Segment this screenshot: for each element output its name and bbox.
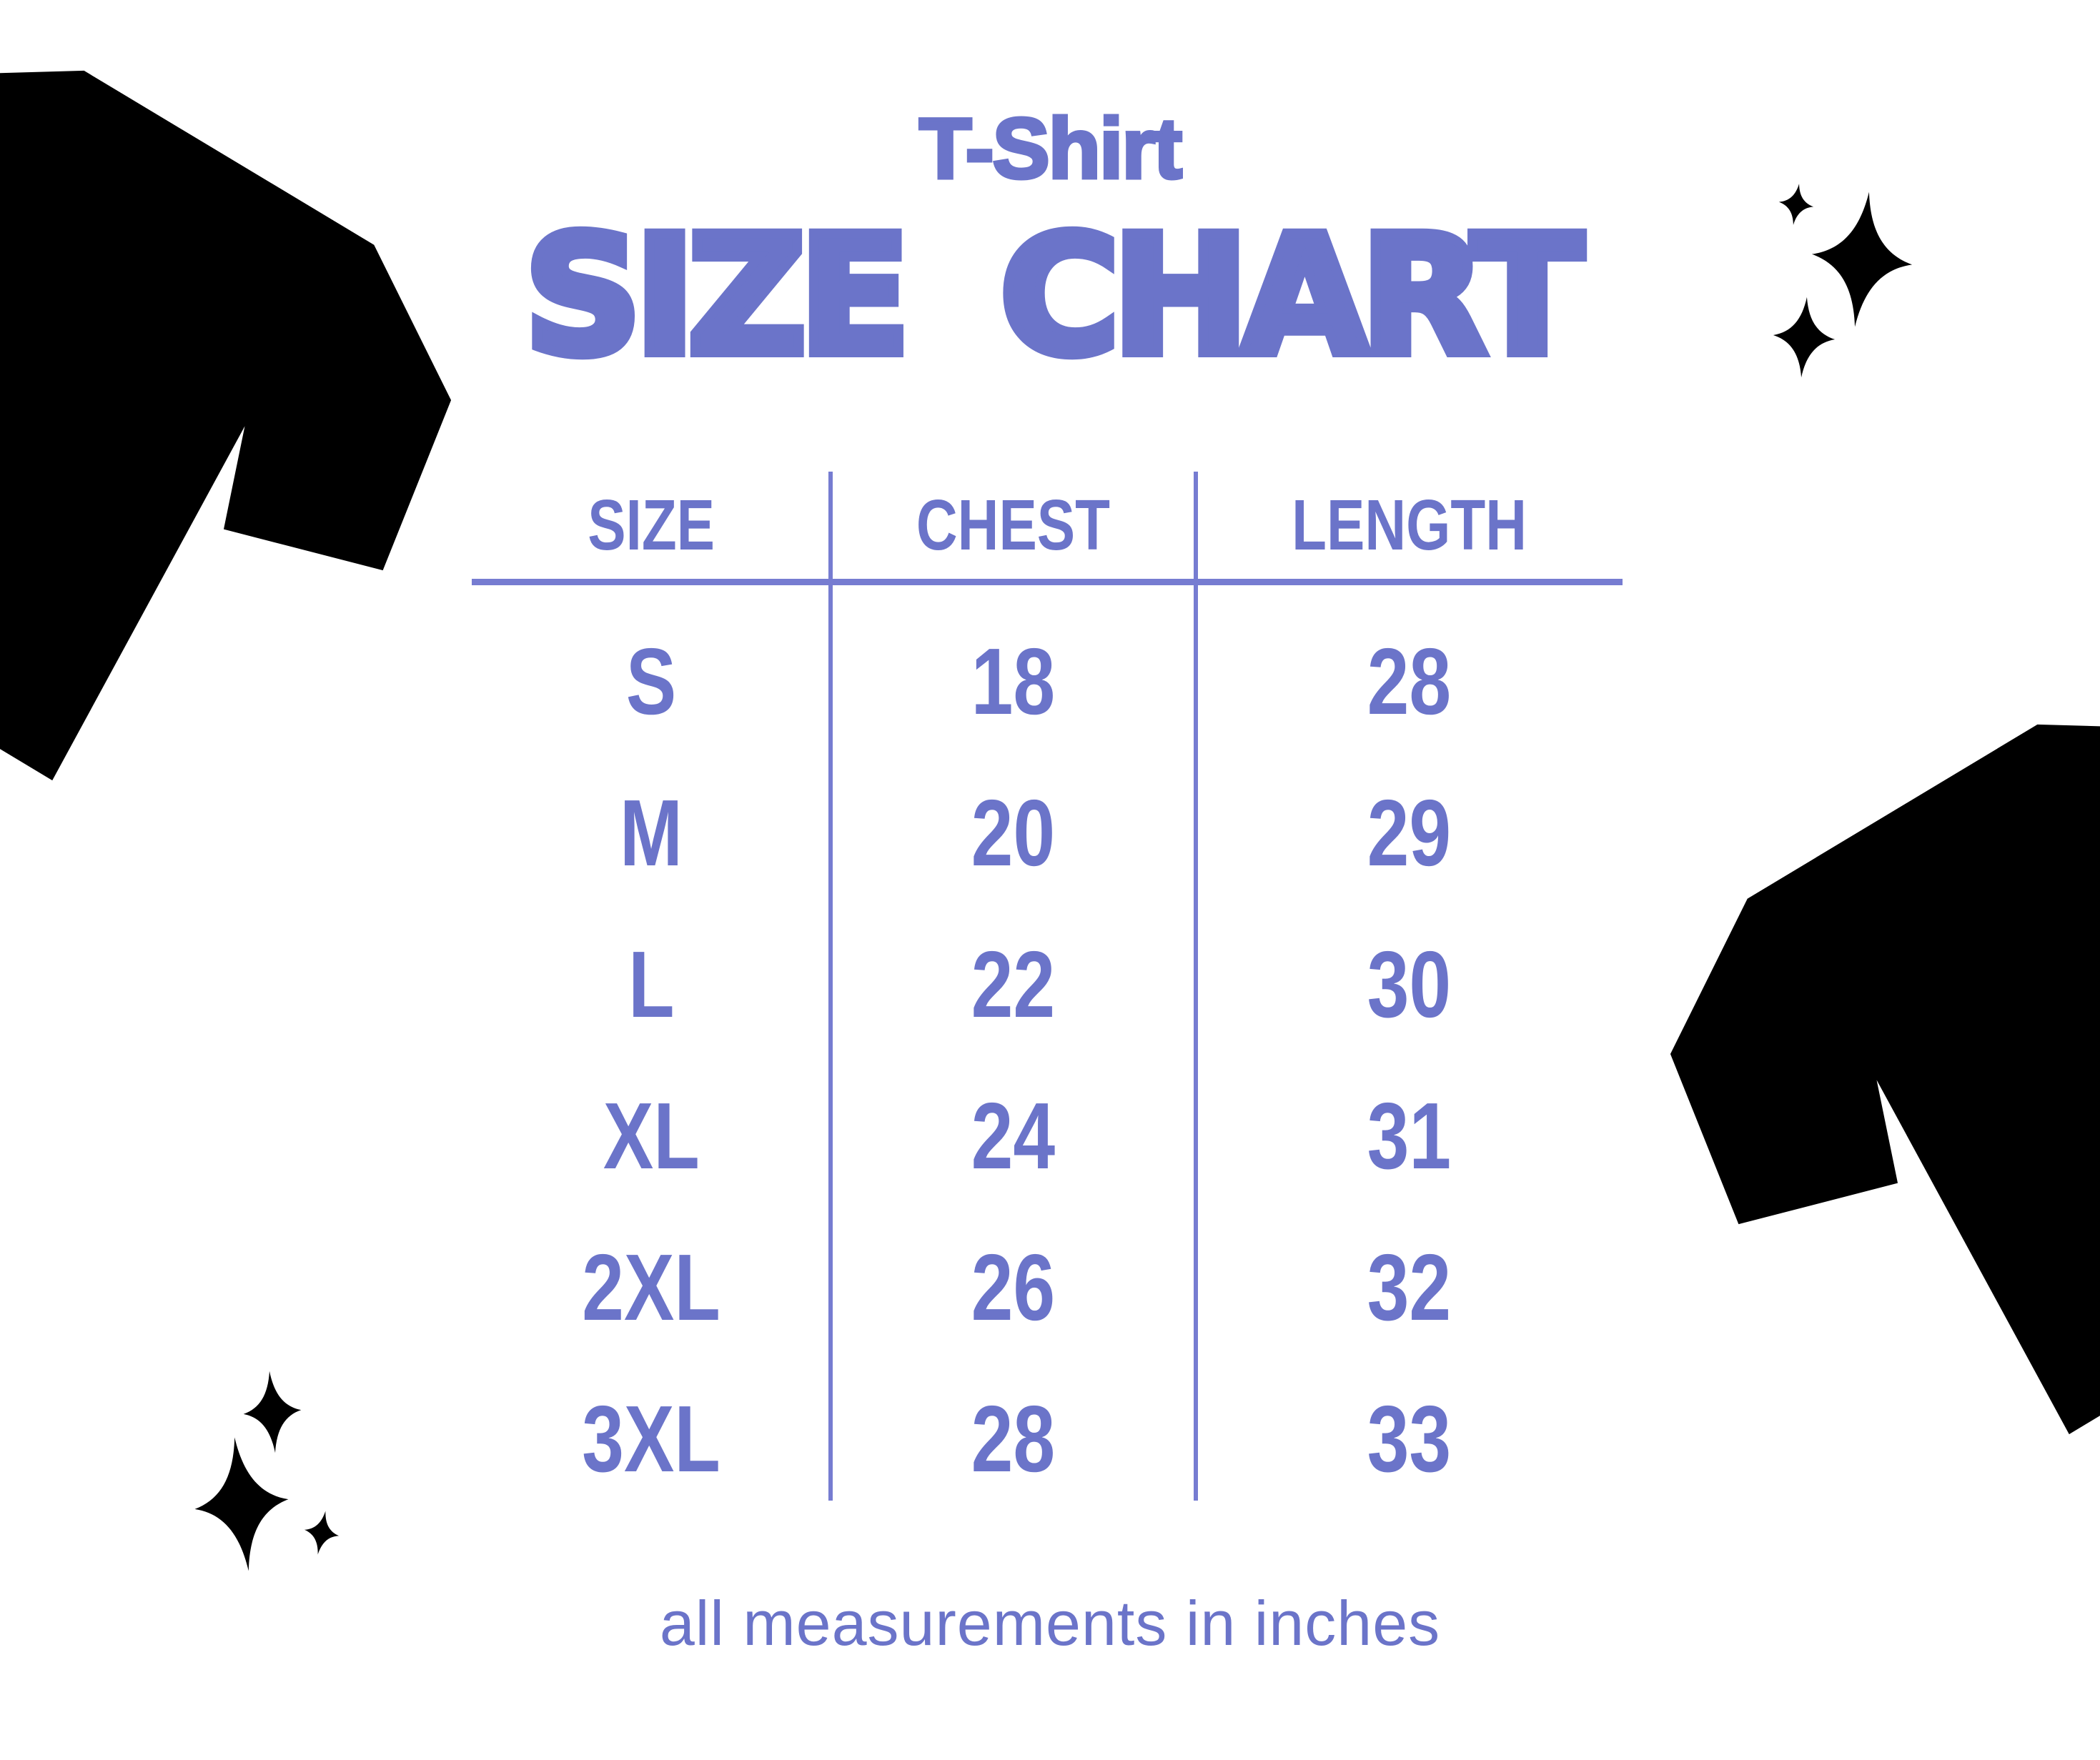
cell-length: 31 xyxy=(1367,1083,1452,1188)
table-row: 3XL 28 33 xyxy=(472,1363,1623,1515)
column-header-chest: CHEST xyxy=(916,485,1111,565)
cell-length: 32 xyxy=(1367,1235,1452,1340)
cell-size: S xyxy=(625,629,677,734)
cell-chest: 26 xyxy=(971,1235,1056,1340)
table-row: S 18 28 xyxy=(472,606,1623,757)
header-divider-line xyxy=(472,579,1623,585)
measurements-note: all measurements in inches xyxy=(659,1588,1441,1659)
table-row: M 20 29 xyxy=(472,757,1623,909)
cell-length: 29 xyxy=(1367,780,1452,885)
table-row: L 22 30 xyxy=(472,909,1623,1060)
table-body: S 18 28 M 20 29 L 22 30 XL 24 31 2XL 26 xyxy=(472,606,1623,1515)
cell-size: 3XL xyxy=(582,1386,720,1491)
sparkle-icon xyxy=(187,1432,296,1576)
poster-title: SIZE CHART xyxy=(520,201,1588,391)
cell-length: 33 xyxy=(1367,1386,1452,1491)
cell-length: 28 xyxy=(1367,629,1452,734)
tshirt-outline-icon xyxy=(1597,634,2100,1525)
cell-chest: 20 xyxy=(971,780,1056,885)
size-table: SIZE CHEST LENGTH S 18 28 M 20 29 L 22 3… xyxy=(472,472,1623,1501)
table-row: 2XL 26 32 xyxy=(472,1212,1623,1363)
column-header-size: SIZE xyxy=(588,485,715,565)
cell-chest: 22 xyxy=(971,932,1056,1037)
cell-chest: 18 xyxy=(971,629,1056,734)
cell-length: 30 xyxy=(1367,932,1452,1037)
column-header-length: LENGTH xyxy=(1292,485,1527,565)
cell-size: 2XL xyxy=(582,1235,720,1340)
cell-size: M xyxy=(620,780,683,885)
cell-chest: 24 xyxy=(971,1083,1056,1188)
table-header-row: SIZE CHEST LENGTH xyxy=(472,472,1623,579)
table-row: XL 24 31 xyxy=(472,1060,1623,1212)
column-divider-line xyxy=(828,472,833,1501)
poster-subtitle: T-Shirt xyxy=(918,101,1184,197)
column-divider-line xyxy=(1194,472,1198,1501)
sparkle-icon xyxy=(300,1508,343,1558)
cell-size: XL xyxy=(603,1083,700,1188)
cell-size: L xyxy=(628,932,675,1037)
cell-chest: 28 xyxy=(971,1386,1056,1491)
